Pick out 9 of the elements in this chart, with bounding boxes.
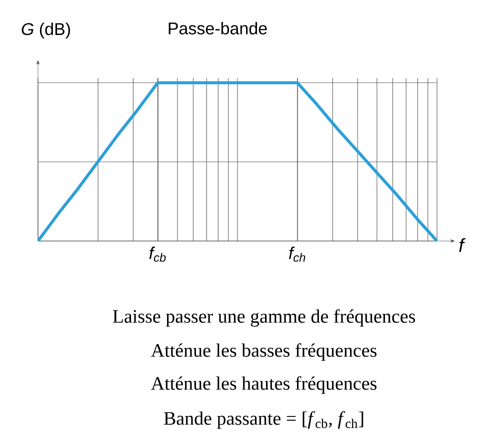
text: Atténue les hautes fréquences xyxy=(151,376,377,394)
x-tick-label: f$_{cb}$ xyxy=(149,246,166,262)
text: Bande passante = [f$_{cb}$, f$_{ch}$] xyxy=(164,411,364,429)
x-tick-label: f$_{ch}$ xyxy=(289,246,306,262)
x-axis-title: f xyxy=(459,238,466,252)
text: Laisse passer une gamme de fréquences xyxy=(112,309,416,327)
y-axis-title: G (dB) xyxy=(22,22,70,38)
chart-title: Passe-bande xyxy=(168,22,267,34)
text: Atténue les basses fréquences xyxy=(151,343,377,361)
